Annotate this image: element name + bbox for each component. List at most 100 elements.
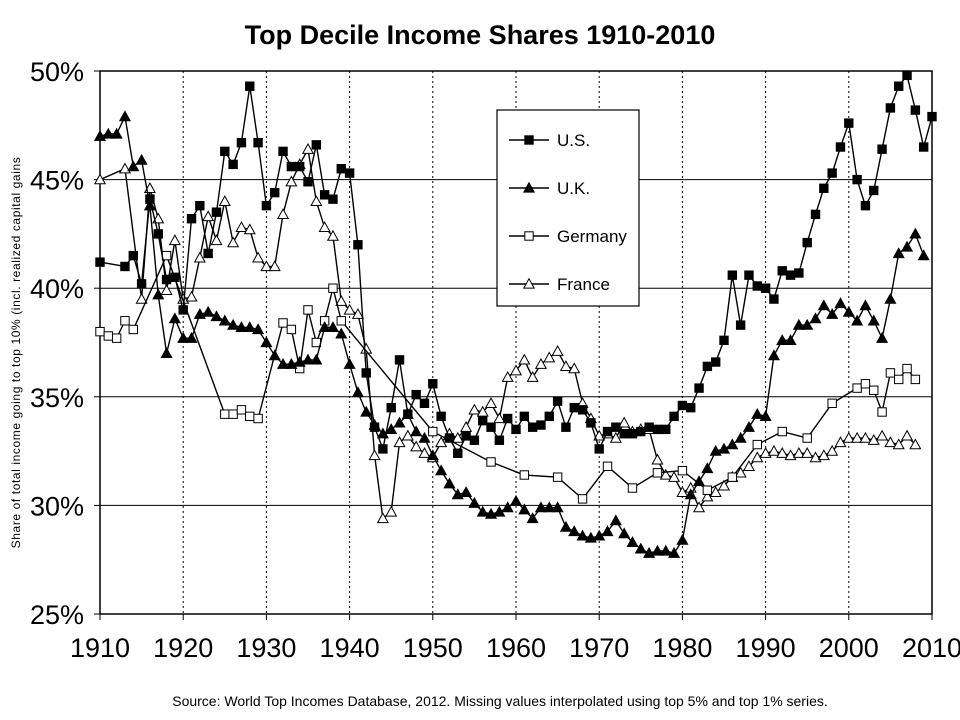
data-point <box>393 436 406 448</box>
data-point <box>534 357 548 369</box>
data-point <box>278 146 288 157</box>
data-point <box>860 200 871 211</box>
data-point <box>810 209 821 220</box>
data-point <box>877 407 887 417</box>
data-point <box>602 426 613 437</box>
data-point <box>476 505 489 517</box>
data-point <box>611 422 621 432</box>
data-point <box>842 431 855 443</box>
data-point <box>203 248 213 259</box>
data-point <box>609 431 622 443</box>
data-point <box>526 371 539 382</box>
data-point <box>186 213 197 224</box>
legend-label: Germany <box>557 227 627 246</box>
data-point <box>561 422 571 432</box>
data-point <box>927 111 937 122</box>
x-tick-label: 1950 <box>403 633 463 663</box>
data-point <box>303 177 313 187</box>
data-point <box>551 501 564 513</box>
data-point <box>168 234 181 246</box>
data-point <box>343 303 356 315</box>
data-point <box>418 447 431 458</box>
data-point <box>501 501 514 513</box>
data-point <box>494 435 505 445</box>
data-point <box>827 168 837 178</box>
data-point <box>734 431 747 443</box>
data-point <box>95 257 105 267</box>
data-point <box>394 355 405 365</box>
data-point <box>759 447 772 458</box>
data-point <box>536 420 546 430</box>
data-point <box>168 312 181 324</box>
data-point <box>859 431 872 443</box>
data-point <box>276 208 290 220</box>
data-point <box>211 207 222 217</box>
data-point <box>509 364 523 376</box>
legend-marker <box>522 181 536 193</box>
data-point <box>827 398 837 409</box>
data-point <box>120 261 130 272</box>
data-point <box>493 412 506 424</box>
data-point <box>859 299 872 311</box>
data-point <box>210 310 223 322</box>
data-point <box>303 305 313 315</box>
data-point <box>817 299 830 311</box>
data-point <box>361 368 371 378</box>
data-point <box>551 344 564 356</box>
data-point <box>351 386 364 398</box>
data-point <box>851 431 864 443</box>
data-point <box>734 466 747 478</box>
data-point <box>469 435 480 445</box>
data-point <box>260 260 273 272</box>
data-point <box>892 438 905 450</box>
data-point <box>692 475 706 487</box>
series-layer <box>93 70 937 558</box>
y-tick-label: 35% <box>30 383 84 413</box>
data-point <box>111 333 122 343</box>
data-point <box>461 431 471 441</box>
data-point <box>511 424 521 435</box>
data-point <box>701 490 714 502</box>
data-point <box>451 488 464 500</box>
data-point <box>900 240 914 252</box>
data-point <box>884 436 897 448</box>
data-point <box>651 453 664 465</box>
data-point <box>802 237 812 248</box>
chart-title: Top Decile Income Shares 1910-2010 <box>245 20 716 50</box>
data-point <box>260 336 273 348</box>
data-point <box>128 250 138 261</box>
data-point <box>310 353 323 365</box>
data-point <box>93 129 107 141</box>
data-point <box>701 462 714 474</box>
data-point <box>310 195 323 206</box>
data-point <box>285 357 298 369</box>
data-point <box>344 168 355 178</box>
data-point <box>318 321 331 332</box>
data-point <box>559 360 572 372</box>
data-point <box>552 472 563 482</box>
data-point <box>568 362 581 374</box>
data-point <box>135 292 148 304</box>
data-point <box>802 433 812 443</box>
data-point <box>702 361 713 372</box>
data-point <box>195 200 205 211</box>
data-point <box>252 251 265 263</box>
data-point <box>601 525 614 537</box>
data-point <box>819 183 829 193</box>
data-point <box>152 288 165 300</box>
data-point <box>867 434 880 445</box>
data-point <box>335 327 348 339</box>
data-point <box>386 402 396 413</box>
data-point <box>710 357 721 367</box>
data-point <box>618 416 631 428</box>
data-point <box>268 349 281 361</box>
x-tick-label: 2010 <box>902 633 960 663</box>
legend-label: France <box>557 275 610 294</box>
data-point <box>894 81 904 91</box>
data-point <box>593 429 606 441</box>
data-point <box>910 374 921 385</box>
data-point <box>594 444 604 454</box>
data-point <box>293 355 306 367</box>
data-point <box>285 175 298 187</box>
axes <box>94 70 933 620</box>
